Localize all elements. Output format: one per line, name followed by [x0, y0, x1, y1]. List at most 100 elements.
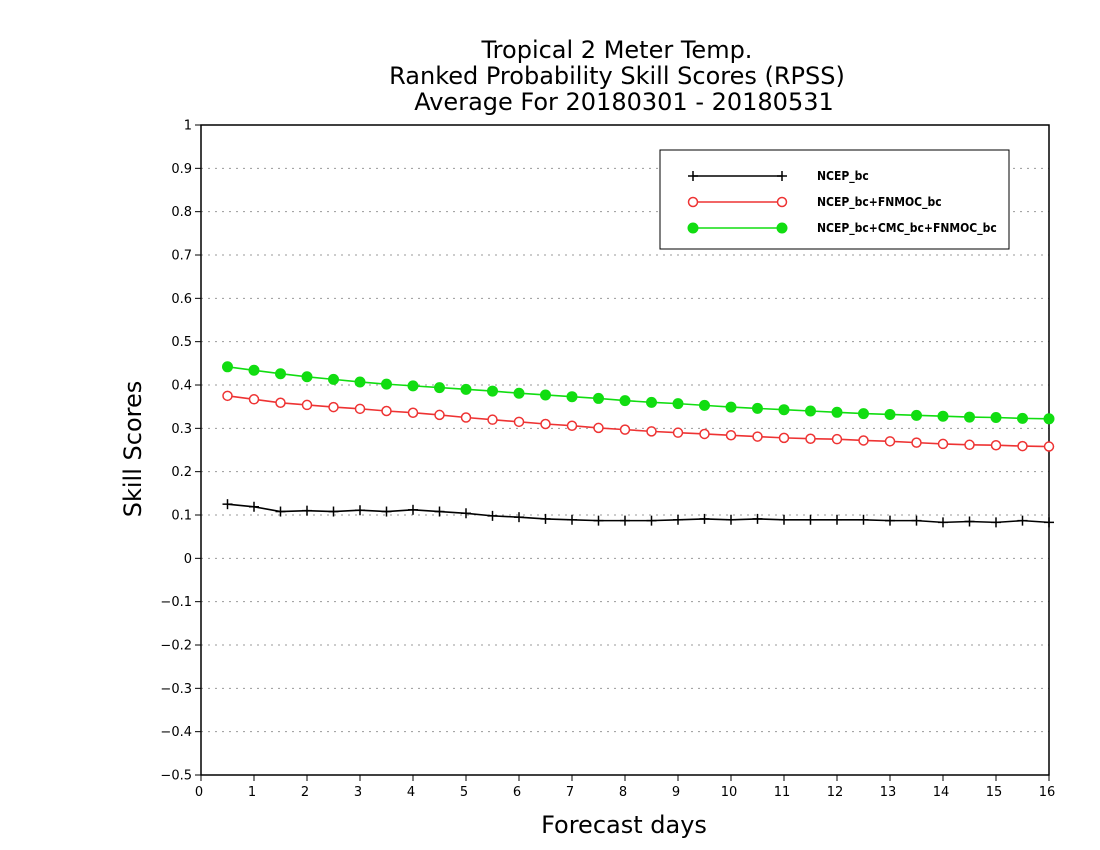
legend-label: NCEP_bc+FNMOC_bc [817, 195, 942, 210]
series-point [434, 409, 445, 421]
series-point [779, 514, 789, 525]
series-point [858, 514, 869, 525]
series-point [461, 508, 471, 519]
y-tick-label: −0.3 [160, 682, 192, 697]
series-point [408, 504, 418, 515]
legend-label: NCEP_bc [817, 169, 869, 184]
series-point [884, 436, 896, 447]
y-tick-label: 0.5 [171, 335, 192, 350]
series-point [646, 426, 657, 437]
x-tick-label: 14 [933, 785, 950, 800]
series-point [1017, 440, 1028, 452]
x-tick-label: 8 [619, 785, 627, 800]
series-point [885, 515, 895, 526]
series-point [884, 408, 896, 420]
series-point [964, 411, 975, 423]
series-point [354, 376, 366, 388]
series-point [566, 420, 578, 431]
series-point [355, 505, 365, 516]
series-point [831, 433, 843, 445]
y-axis-label: Skill Scores [119, 381, 147, 518]
series-point [540, 513, 551, 524]
y-tick-label: 0.2 [171, 465, 192, 480]
series-point [381, 506, 392, 517]
legend-marker [687, 222, 699, 234]
series-point [805, 514, 816, 525]
series-point [725, 430, 737, 441]
x-axis-label: Forecast days [541, 811, 707, 839]
y-tick-label: 1 [184, 119, 192, 134]
series-point [832, 514, 842, 525]
chart-title: Tropical 2 Meter Temp. Ranked Probabilit… [389, 36, 845, 116]
series-point [593, 422, 604, 434]
y-tick-label: 0.8 [171, 205, 192, 220]
x-tick-label: 12 [827, 785, 844, 800]
series-point [646, 515, 657, 526]
series-point [699, 399, 710, 411]
series-point [990, 439, 1002, 451]
x-tick-label: 5 [460, 785, 468, 800]
series-point [460, 412, 472, 423]
series-3 [222, 361, 1055, 425]
x-tick-label: 11 [774, 785, 791, 800]
y-axis-ticks: 1 0.9 0.8 0.7 0.6 0.5 0.4 0.3 0.2 0.1 0 −0.1 −0.2 −0.… [160, 119, 201, 784]
y-tick-label: 0.9 [171, 162, 192, 177]
series-2 [222, 390, 1055, 452]
grid-lines [201, 167, 1049, 733]
series-point [858, 435, 869, 446]
series-point [434, 382, 445, 394]
legend-marker [777, 171, 787, 181]
series-point [646, 396, 657, 408]
series-point [752, 402, 763, 414]
series-point [937, 438, 949, 450]
series-point [911, 515, 922, 526]
y-tick-label: 0.3 [171, 422, 192, 437]
series-point [938, 517, 948, 528]
y-tick-label: −0.2 [160, 639, 192, 654]
series-point [275, 506, 286, 517]
series-point [805, 433, 816, 444]
x-tick-label: 10 [721, 785, 738, 800]
legend-marker [776, 196, 788, 208]
series-point [222, 499, 233, 510]
series-point [1017, 412, 1028, 424]
series-point [672, 427, 684, 438]
y-tick-label: −0.1 [160, 595, 192, 610]
series-point [911, 409, 922, 421]
series-point [619, 395, 631, 407]
series-point [699, 513, 710, 524]
series-point [407, 380, 419, 392]
title-line-1: Tropical 2 Meter Temp. [481, 36, 753, 64]
legend-marker [776, 222, 788, 234]
series-point [567, 514, 577, 525]
series-point [566, 391, 578, 403]
series-point [619, 424, 631, 435]
series-point [1043, 441, 1055, 452]
y-tick-label: −0.5 [160, 769, 192, 784]
series-point [726, 514, 736, 525]
x-axis-ticks: 0 1 2 3 4 5 6 7 8 9 10 11 12 13 14 15 16 [195, 775, 1055, 800]
x-tick-label: 0 [195, 785, 203, 800]
series-point [752, 513, 763, 524]
series-point [381, 378, 392, 390]
series-point [460, 383, 472, 395]
series-point [513, 387, 525, 399]
y-tick-label: 0.7 [171, 249, 192, 264]
series-line [227, 503, 1050, 524]
legend: NCEP_bc NCEP_bc+FNMOC_bc NCEP_bc+CMC_bc+FN… [659, 149, 1010, 250]
series-point [858, 408, 869, 420]
series-point [328, 401, 339, 413]
series-point [593, 515, 604, 526]
series-point [778, 432, 790, 444]
series-point [991, 517, 1001, 528]
series-point [301, 371, 313, 383]
series-point [1043, 413, 1055, 425]
x-tick-label: 3 [354, 785, 362, 800]
series-point [540, 418, 551, 430]
series-point [725, 401, 737, 413]
series-point [699, 428, 710, 440]
series-point [249, 501, 259, 512]
legend-marker [688, 171, 698, 181]
legend-box [659, 149, 1010, 250]
x-tick-label: 2 [301, 785, 309, 800]
